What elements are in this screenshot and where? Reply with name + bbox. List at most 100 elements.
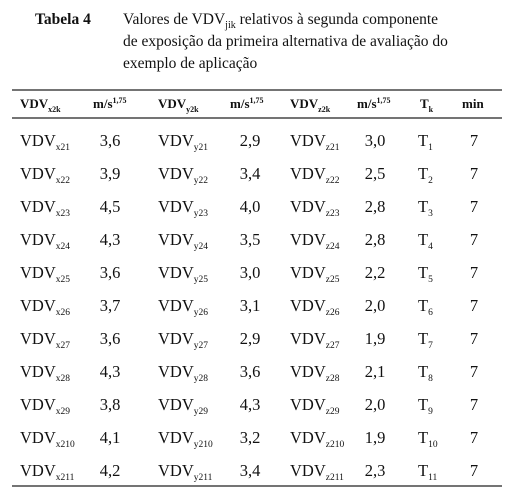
subscript: z2k xyxy=(318,105,331,114)
table-cell: 3,7 xyxy=(100,296,121,315)
table-cell: 4,2 xyxy=(100,461,121,480)
cell-text: 4,5 xyxy=(100,197,121,216)
cell-text: VDV xyxy=(290,395,326,414)
table-cell: VDVy26 xyxy=(158,296,208,318)
cell-text: 3,0 xyxy=(365,131,386,150)
cell-text: 2,9 xyxy=(240,131,261,150)
subscript: 4 xyxy=(428,242,433,252)
subscript: z210 xyxy=(326,440,345,450)
subscript: y28 xyxy=(194,374,209,384)
subscript: y23 xyxy=(194,209,209,219)
subscript: z29 xyxy=(326,407,340,417)
table-cell: VDVx211 xyxy=(20,461,75,483)
table-cell: VDVx26 xyxy=(20,296,70,318)
table-cell: VDVx25 xyxy=(20,263,70,285)
caption-text: Valores de VDV xyxy=(123,11,226,28)
cell-text: 3,2 xyxy=(240,428,261,447)
cell-text: m/s xyxy=(230,96,250,111)
table-cell: 1,9 xyxy=(365,329,386,348)
subscript: 2 xyxy=(428,176,433,186)
table-cell: 3,6 xyxy=(100,131,121,150)
table-cell: T3 xyxy=(418,197,433,219)
cell-text: VDV xyxy=(20,230,56,249)
cell-text: 7 xyxy=(470,362,478,381)
cell-text: VDV xyxy=(158,329,194,348)
table-cell: 3,0 xyxy=(240,263,261,282)
subscript: x29 xyxy=(56,407,71,417)
cell-text: VDV xyxy=(290,197,326,216)
subscript: x22 xyxy=(56,176,71,186)
table-cell: T1 xyxy=(418,131,433,153)
table-cell: T4 xyxy=(418,230,433,252)
cell-text: 2,9 xyxy=(240,329,261,348)
cell-text: 4,1 xyxy=(100,428,121,447)
cell-text: 7 xyxy=(470,428,478,447)
table-cell: T11 xyxy=(418,461,437,483)
table-cell: 7 xyxy=(470,362,478,381)
cell-text: 4,2 xyxy=(100,461,121,480)
subscript: y2k xyxy=(186,105,199,114)
table-cell: 4,0 xyxy=(240,197,261,216)
cell-text: T xyxy=(418,296,428,315)
cell-text: VDV xyxy=(290,263,326,282)
cell-text: 7 xyxy=(470,131,478,150)
header-cell: VDVy2k xyxy=(158,96,199,114)
cell-text: 4,3 xyxy=(100,362,121,381)
table-cell: T5 xyxy=(418,263,433,285)
caption-line: de exposição da primeira alternativa de … xyxy=(123,33,448,50)
subscript: y22 xyxy=(194,176,209,186)
table-cell: 3,1 xyxy=(240,296,261,315)
table-cell: VDVz28 xyxy=(290,362,340,384)
cell-text: 4,3 xyxy=(240,395,261,414)
table-cell: VDVz25 xyxy=(290,263,340,285)
subscript: x21 xyxy=(56,143,71,153)
subscript: x2k xyxy=(48,105,61,114)
subscript: z25 xyxy=(326,275,340,285)
cell-text: 3,6 xyxy=(240,362,261,381)
cell-text: VDV xyxy=(158,96,187,111)
table-cell: 7 xyxy=(470,131,478,150)
subscript: x27 xyxy=(56,341,71,351)
subscript: y211 xyxy=(194,473,213,483)
table-cell: T8 xyxy=(418,362,433,384)
cell-text: 2,0 xyxy=(365,296,386,315)
table-cell: VDVz26 xyxy=(290,296,340,318)
table-cell: VDVy29 xyxy=(158,395,208,417)
cell-text: VDV xyxy=(20,329,56,348)
caption-sub: jik xyxy=(224,20,236,31)
table-cell: VDVy25 xyxy=(158,263,208,285)
table-cell: 2,8 xyxy=(365,197,386,216)
cell-text: VDV xyxy=(20,96,49,111)
table-cell: VDVz23 xyxy=(290,197,340,219)
subscript: z28 xyxy=(326,374,340,384)
cell-text: 2,8 xyxy=(365,197,386,216)
cell-text: 3,6 xyxy=(100,263,121,282)
cell-text: VDV xyxy=(20,164,56,183)
subscript: x210 xyxy=(56,440,75,450)
cell-text: VDV xyxy=(158,428,194,447)
cell-text: 1,9 xyxy=(365,428,386,447)
table-cell: 3,8 xyxy=(100,395,121,414)
cell-text: VDV xyxy=(20,428,56,447)
cell-text: 3,1 xyxy=(240,296,261,315)
table-cell: 2,8 xyxy=(365,230,386,249)
cell-text: 3,4 xyxy=(240,461,261,480)
header-cell: m/s1,75 xyxy=(230,96,264,111)
table-cell: 2,2 xyxy=(365,263,386,282)
header-cell: Tk xyxy=(420,96,434,114)
subscript: z21 xyxy=(326,143,340,153)
cell-text: 2,8 xyxy=(365,230,386,249)
table-cell: VDVx24 xyxy=(20,230,70,252)
caption-label: Tabela 4 xyxy=(35,11,91,28)
table-cell: 3,5 xyxy=(240,230,261,249)
table-cell: 3,4 xyxy=(240,461,261,480)
cell-text: T xyxy=(418,164,428,183)
subscript: 5 xyxy=(428,275,433,285)
table-cell: 3,0 xyxy=(365,131,386,150)
table-cell: 2,0 xyxy=(365,296,386,315)
header-cell: m/s1,75 xyxy=(93,96,127,111)
table-cell: 3,2 xyxy=(240,428,261,447)
table-cell: 7 xyxy=(470,428,478,447)
table-cell: T10 xyxy=(418,428,438,450)
cell-text: 7 xyxy=(470,329,478,348)
